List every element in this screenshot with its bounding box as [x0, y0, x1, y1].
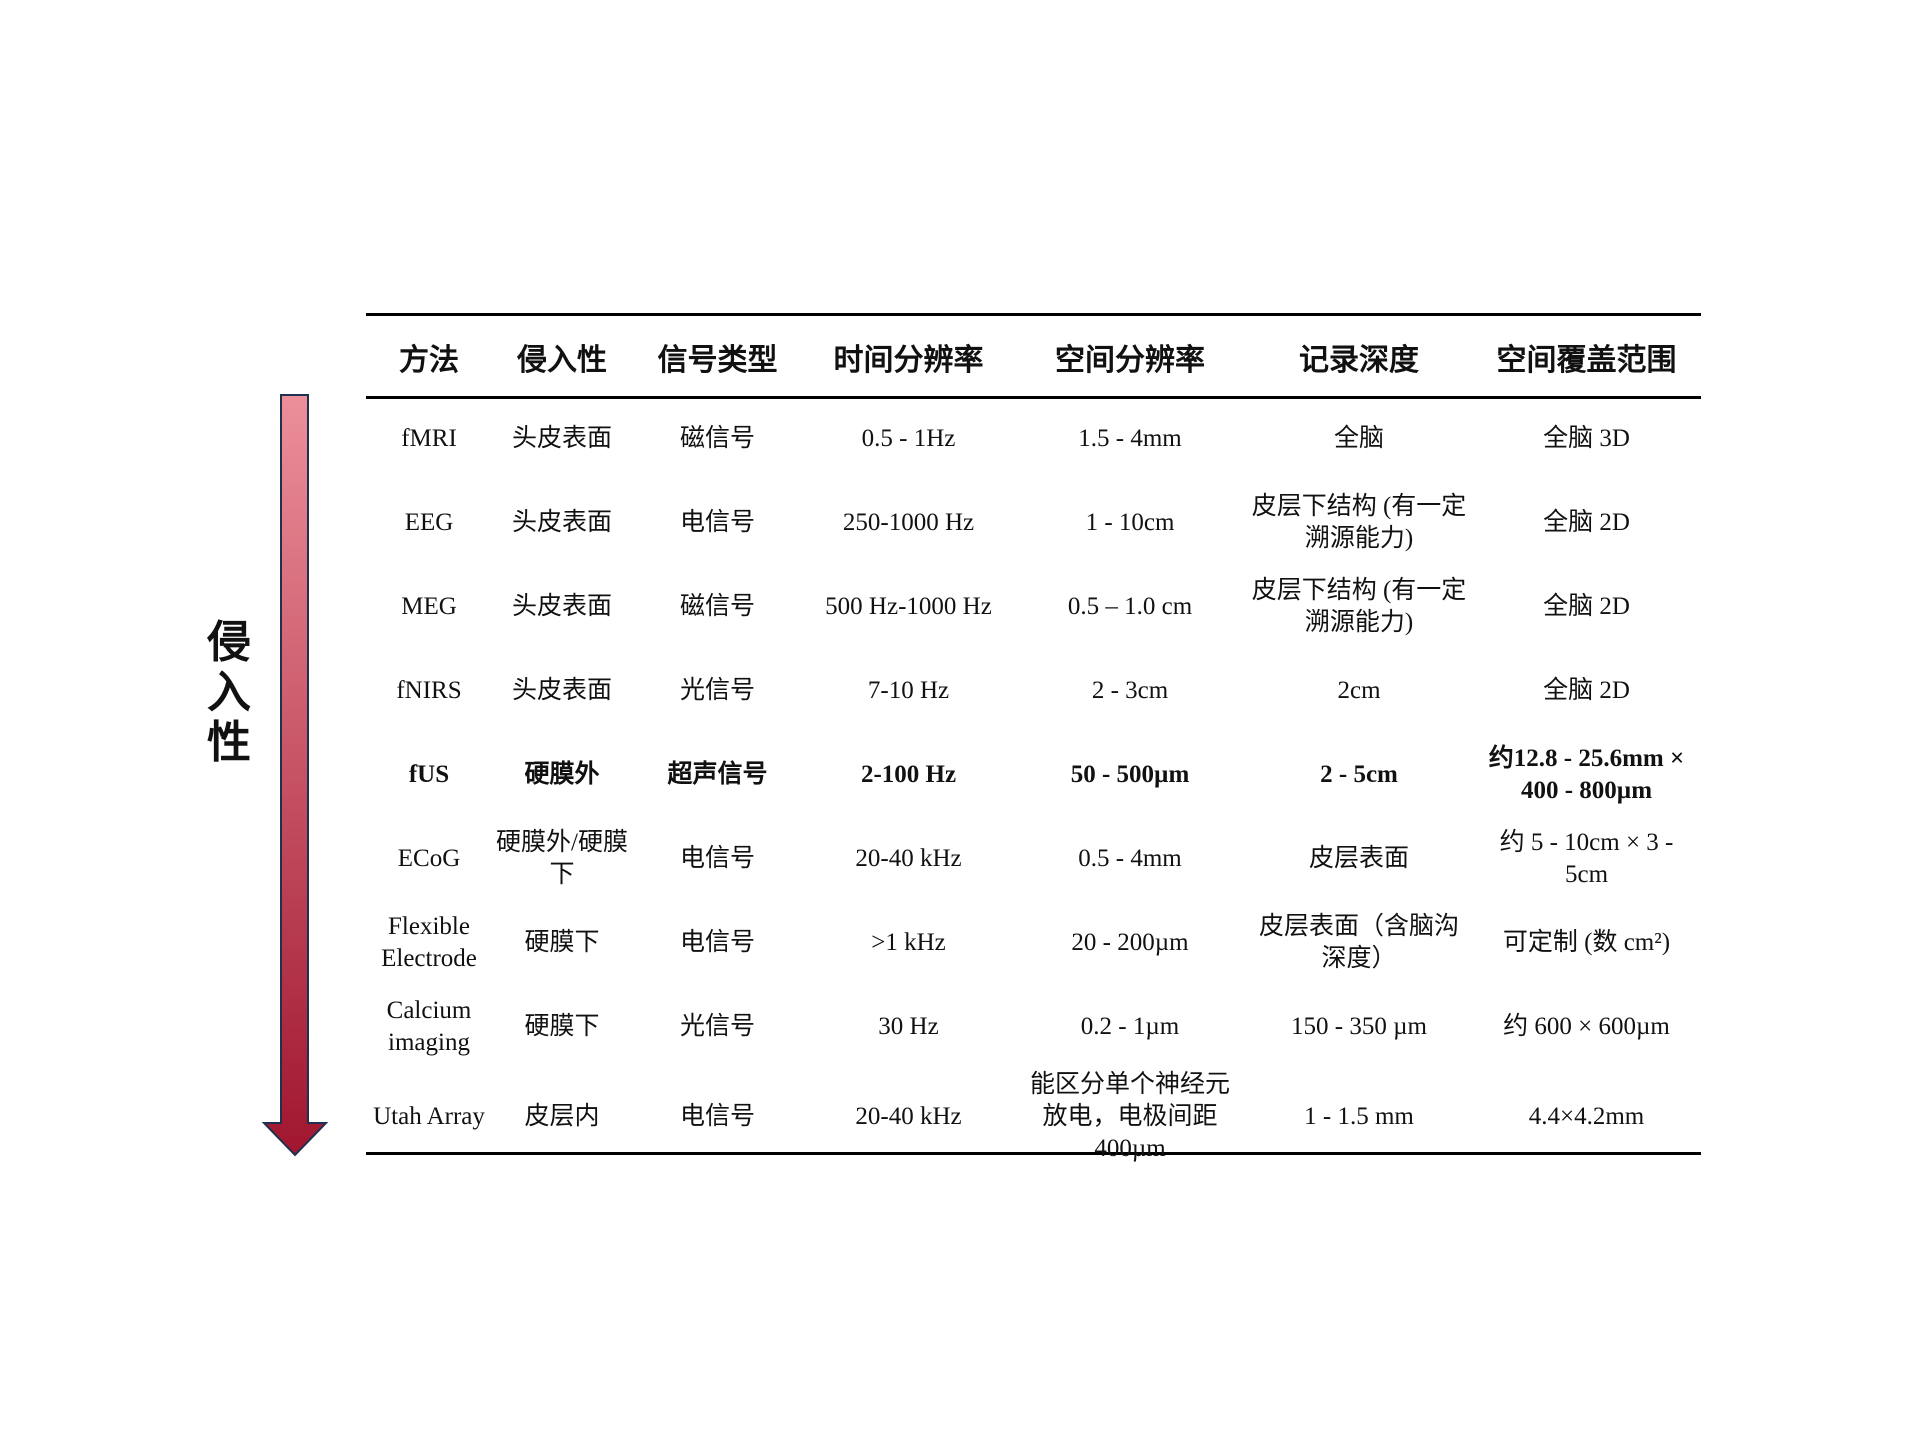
cell-recording-depth: 皮层表面: [1308, 845, 1409, 872]
cell-spatial-resolution: 0.5 – 1.0 cm: [1067, 593, 1193, 620]
table-row: Calcium imaging 硬膜下 光信号 30 Hz 0.2 - 1µm 150 -…: [366, 985, 1701, 1069]
cell-temporal-resolution: 250-1000 Hz: [842, 509, 975, 536]
cell-invasiveness: 硬膜下: [524, 929, 600, 956]
cell-method: fMRI: [401, 425, 457, 452]
column-header-temporal-resolution: 时间分辨率: [833, 344, 984, 377]
bci-methods-table: 方法 侵入性 信号类型 时间分辨率 空间分辨率 记录深度 空间覆盖范围 fMRI 头皮表面 磁信…: [366, 317, 1701, 1165]
cell-spatial-resolution: 能区分单个神经元放电，电极间距400µm: [1029, 1071, 1230, 1162]
cell-spatial-coverage: 全脑 2D: [1543, 677, 1630, 704]
cell-recording-depth: 1 - 1.5 mm: [1304, 1103, 1414, 1130]
cell-signal-type: 超声信号: [667, 761, 768, 788]
table-row: ECoG 硬膜外/硬膜下 电信号 20-40 kHz 0.5 - 4mm 皮层表面 约 5 …: [366, 817, 1701, 901]
cell-method: Utah Array: [373, 1103, 485, 1130]
invasiveness-label: 侵入性: [207, 618, 251, 767]
table-row: MEG 头皮表面 磁信号 500 Hz-1000 Hz 0.5 – 1.0 cm 皮层下结…: [366, 565, 1701, 649]
cell-recording-depth: 2cm: [1337, 677, 1381, 704]
table-header-row: 方法 侵入性 信号类型 时间分辨率 空间分辨率 记录深度 空间覆盖范围: [366, 317, 1701, 397]
cell-spatial-coverage: 4.4×4.2mm: [1528, 1103, 1645, 1130]
cell-invasiveness: 硬膜外/硬膜下: [496, 829, 628, 888]
cell-recording-depth: 皮层下结构 (有一定溯源能力): [1251, 577, 1467, 636]
cell-temporal-resolution: 2-100 Hz: [860, 761, 957, 788]
table-top-rule: [366, 313, 1701, 316]
cell-invasiveness: 头皮表面: [511, 509, 612, 536]
cell-spatial-resolution: 0.2 - 1µm: [1080, 1013, 1180, 1040]
cell-spatial-resolution: 1 - 10cm: [1085, 509, 1175, 536]
cell-signal-type: 电信号: [679, 1103, 755, 1130]
cell-method: ECoG: [397, 845, 461, 872]
table-header-rule: [366, 396, 1701, 399]
cell-invasiveness: 头皮表面: [511, 593, 612, 620]
column-header-spatial-resolution: 空间分辨率: [1055, 344, 1205, 377]
column-header-invasiveness: 侵入性: [517, 344, 607, 377]
cell-spatial-resolution: 2 - 3cm: [1091, 677, 1169, 704]
cell-temporal-resolution: 20-40 kHz: [855, 1103, 962, 1130]
cell-recording-depth: 全脑: [1333, 425, 1384, 452]
cell-method: fUS: [408, 761, 450, 788]
cell-signal-type: 电信号: [679, 929, 755, 956]
column-header-signal-type: 信号类型: [657, 344, 778, 377]
cell-temporal-resolution: 0.5 - 1Hz: [861, 425, 956, 452]
cell-signal-type: 光信号: [679, 1013, 755, 1040]
cell-signal-type: 磁信号: [679, 593, 755, 620]
cell-temporal-resolution: 30 Hz: [878, 1013, 939, 1040]
cell-temporal-resolution: >1 kHz: [871, 929, 946, 956]
cell-method: Calcium imaging: [386, 997, 472, 1056]
cell-spatial-resolution: 0.5 - 4mm: [1078, 845, 1182, 872]
cell-spatial-coverage: 可定制 (数 cm²): [1502, 929, 1671, 956]
cell-method: MEG: [401, 593, 457, 620]
cell-method: Flexible Electrode: [381, 913, 477, 972]
cell-signal-type: 磁信号: [679, 425, 755, 452]
table-row: fMRI 头皮表面 磁信号 0.5 - 1Hz 1.5 - 4mm 全脑 全脑 3D: [366, 397, 1701, 481]
cell-invasiveness: 皮层内: [524, 1103, 600, 1130]
cell-spatial-resolution: 1.5 - 4mm: [1078, 425, 1182, 452]
cell-spatial-resolution: 20 - 200µm: [1071, 929, 1189, 956]
table-row: Flexible Electrode 硬膜下 电信号 >1 kHz 20 - 200µm…: [366, 901, 1701, 985]
cell-signal-type: 光信号: [679, 677, 755, 704]
cell-recording-depth: 皮层下结构 (有一定溯源能力): [1251, 493, 1467, 552]
cell-recording-depth: 皮层表面（含脑沟深度）: [1258, 913, 1459, 972]
cell-method: EEG: [404, 509, 454, 536]
cell-signal-type: 电信号: [679, 509, 755, 536]
cell-invasiveness: 硬膜外: [524, 761, 600, 788]
cell-recording-depth: 150 - 350 µm: [1291, 1013, 1427, 1040]
cell-method: fNIRS: [396, 677, 462, 704]
column-header-recording-depth: 记录深度: [1299, 344, 1419, 377]
cell-signal-type: 电信号: [679, 845, 755, 872]
cell-temporal-resolution: 500 Hz-1000 Hz: [825, 593, 992, 620]
invasiveness-arrow-icon: [262, 394, 328, 1157]
table-bottom-rule: [366, 1152, 1701, 1155]
cell-spatial-coverage: 全脑 2D: [1543, 593, 1630, 620]
table-row: fUS 硬膜外 超声信号 2-100 Hz 50 - 500µm 2 - 5cm 约12.8…: [366, 733, 1701, 817]
column-header-method: 方法: [399, 344, 459, 377]
table-row: EEG 头皮表面 电信号 250-1000 Hz 1 - 10cm 皮层下结构 (有一定溯…: [366, 481, 1701, 565]
cell-temporal-resolution: 20-40 kHz: [855, 845, 962, 872]
cell-spatial-coverage: 全脑 2D: [1543, 509, 1630, 536]
cell-recording-depth: 2 - 5cm: [1320, 761, 1398, 788]
cell-invasiveness: 硬膜下: [524, 1013, 600, 1040]
cell-temporal-resolution: 7-10 Hz: [867, 677, 950, 704]
table-row: Utah Array 皮层内 电信号 20-40 kHz 能区分单个神经元放电，电极间距…: [366, 1069, 1701, 1165]
cell-spatial-coverage: 约 600 × 600µm: [1503, 1013, 1670, 1040]
cell-spatial-coverage: 全脑 3D: [1543, 425, 1630, 452]
cell-spatial-resolution: 50 - 500µm: [1070, 761, 1190, 788]
cell-invasiveness: 头皮表面: [511, 677, 612, 704]
column-header-spatial-coverage: 空间覆盖范围: [1496, 344, 1677, 377]
table-row: fNIRS 头皮表面 光信号 7-10 Hz 2 - 3cm 2cm 全脑 2D: [366, 649, 1701, 733]
cell-spatial-coverage: 约 5 - 10cm × 3 - 5cm: [1499, 829, 1674, 888]
cell-spatial-coverage: 约12.8 - 25.6mm × 400 - 800µm: [1488, 745, 1685, 804]
cell-invasiveness: 头皮表面: [511, 425, 612, 452]
